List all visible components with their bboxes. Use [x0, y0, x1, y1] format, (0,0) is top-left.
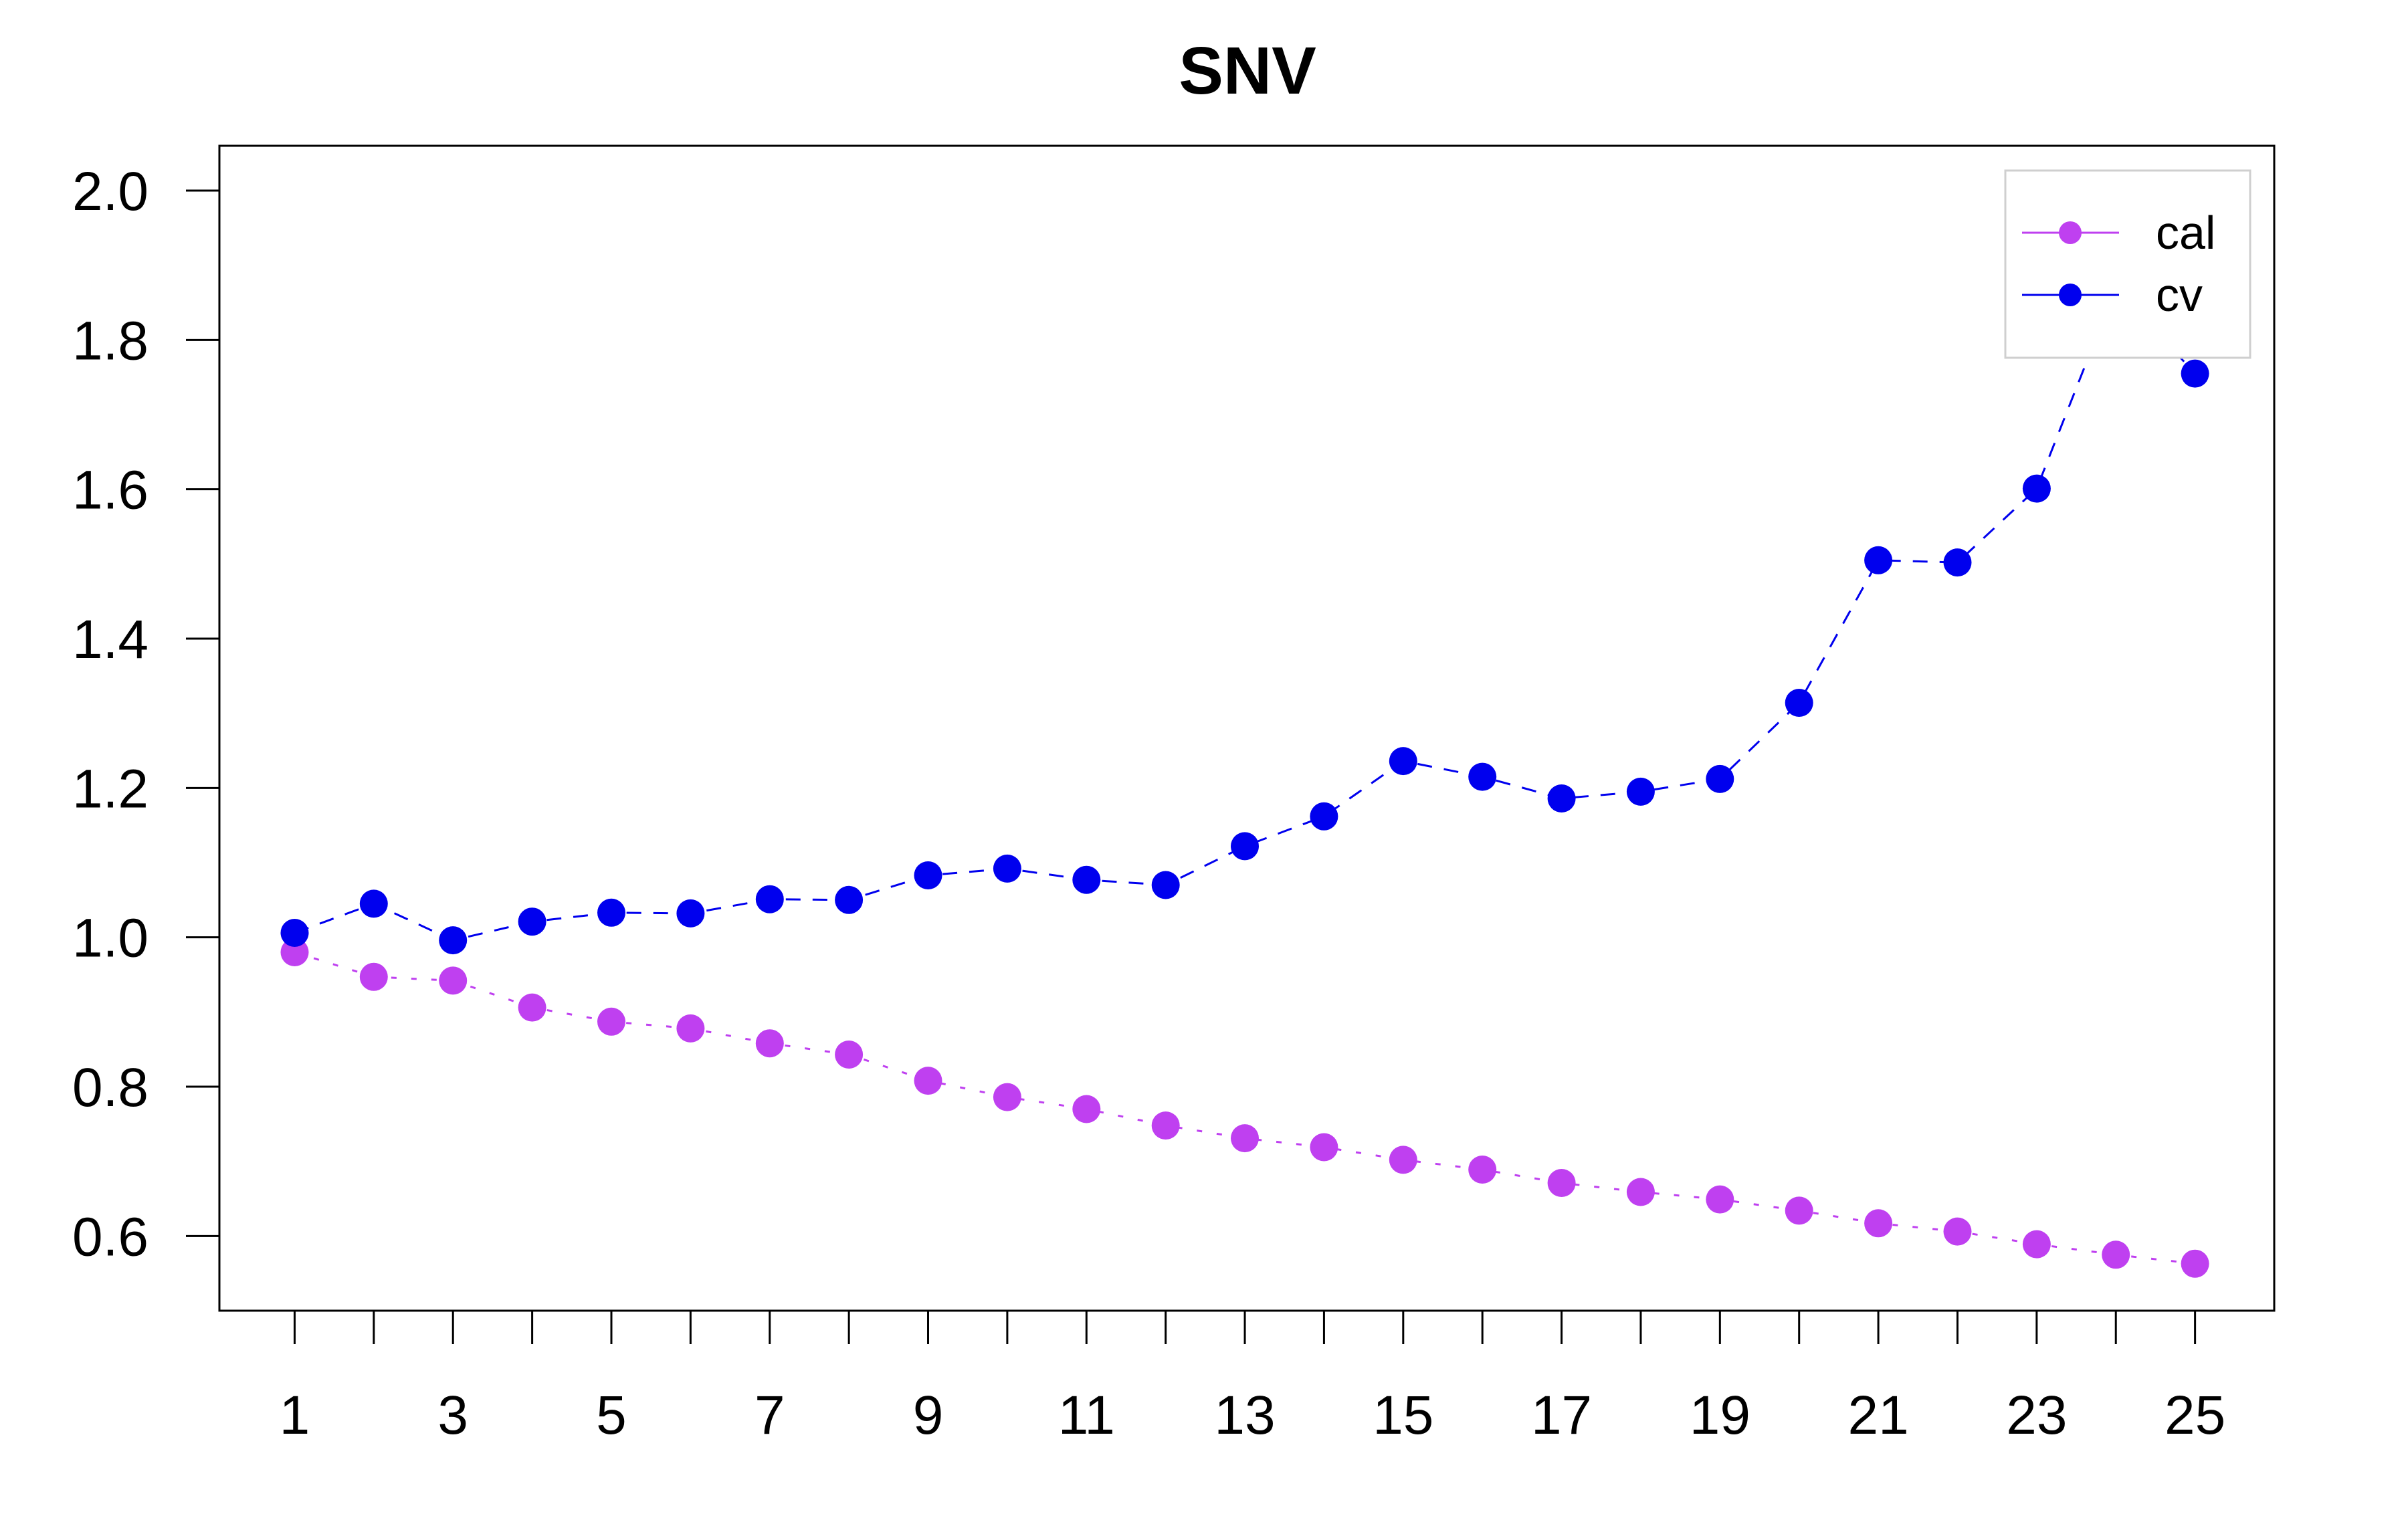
- data-point-cal-14: [1310, 1133, 1338, 1162]
- data-point-cv-25: [2181, 359, 2209, 388]
- data-point-cal-24: [2102, 1240, 2130, 1269]
- legend: cal cv: [2004, 169, 2251, 359]
- x-tick-label-23: 23: [2006, 1385, 2067, 1446]
- data-point-cv-14: [1310, 802, 1338, 831]
- data-point-cal-15: [1389, 1146, 1417, 1174]
- data-point-cv-7: [755, 885, 784, 913]
- data-point-cal-23: [2022, 1230, 2051, 1259]
- data-point-cv-18: [1626, 777, 1655, 806]
- x-tick-label-5: 5: [596, 1385, 627, 1446]
- data-point-cv-3: [439, 926, 468, 955]
- plot-area: [218, 144, 2276, 1312]
- y-tick-label-2.0: 2.0: [72, 161, 148, 222]
- data-point-cal-12: [1151, 1111, 1180, 1140]
- data-point-cv-12: [1151, 871, 1180, 899]
- x-tick-label-7: 7: [755, 1385, 785, 1446]
- data-point-cal-2: [359, 962, 388, 991]
- data-point-cal-25: [2181, 1249, 2209, 1278]
- data-point-cv-11: [1072, 865, 1101, 894]
- x-tick-label-3: 3: [437, 1385, 468, 1446]
- data-point-cal-16: [1468, 1156, 1497, 1184]
- data-point-cv-10: [993, 854, 1021, 883]
- data-point-cv-21: [1864, 546, 1893, 574]
- data-point-cv-2: [359, 889, 388, 918]
- x-tick-label-25: 25: [2165, 1385, 2225, 1446]
- data-point-cv-6: [676, 899, 705, 928]
- data-point-cal-17: [1547, 1169, 1576, 1197]
- y-tick-label-0.8: 0.8: [72, 1057, 148, 1118]
- data-point-cv-9: [914, 861, 942, 889]
- data-point-cv-17: [1547, 784, 1576, 812]
- data-point-cv-20: [1785, 689, 1813, 717]
- data-point-cv-19: [1706, 764, 1734, 793]
- data-point-cal-21: [1864, 1209, 1893, 1238]
- legend-box: [2004, 169, 2251, 359]
- data-point-cal-10: [993, 1083, 1021, 1111]
- chart-title: SNV: [1179, 33, 1316, 108]
- y-tick-label-1.2: 1.2: [72, 758, 148, 819]
- x-tick-label-21: 21: [1847, 1385, 1908, 1446]
- y-tick-label-1.8: 1.8: [72, 310, 148, 371]
- legend-marker-cal: [2059, 221, 2082, 244]
- data-point-cv-16: [1468, 762, 1497, 791]
- data-point-cv-4: [518, 907, 546, 936]
- x-tick-label-17: 17: [1531, 1385, 1592, 1446]
- data-point-cal-3: [439, 966, 468, 995]
- x-tick-label-19: 19: [1690, 1385, 1750, 1446]
- data-point-cal-22: [1943, 1217, 1972, 1246]
- axes: 1 3 5 7 9 11 13 15 17 19 21 23 250.60.81.01.21.41.61…: [72, 161, 2225, 1446]
- data-point-cal-4: [518, 993, 546, 1022]
- y-tick-label-1.6: 1.6: [72, 460, 148, 521]
- data-point-cal-8: [835, 1041, 864, 1069]
- data-point-cal-7: [755, 1029, 784, 1058]
- data-point-cal-13: [1231, 1124, 1259, 1153]
- data-point-cal-9: [914, 1067, 942, 1095]
- y-tick-label-1.0: 1.0: [72, 908, 148, 969]
- series-line-cal: [294, 951, 2195, 1265]
- y-tick-label-1.4: 1.4: [72, 609, 148, 670]
- data-point-cal-18: [1626, 1178, 1655, 1206]
- data-point-cv-23: [2022, 474, 2051, 503]
- data-point-cal-5: [597, 1007, 625, 1036]
- legend-marker-cv: [2059, 284, 2082, 306]
- x-tick-label-15: 15: [1373, 1385, 1433, 1446]
- data-point-cv-13: [1231, 832, 1259, 861]
- y-tick-label-0.6: 0.6: [72, 1206, 148, 1267]
- data-point-cal-6: [676, 1014, 705, 1043]
- legend-label-cv: cv: [2156, 269, 2203, 321]
- x-tick-label-13: 13: [1214, 1385, 1275, 1446]
- data-point-cal-19: [1706, 1185, 1734, 1214]
- data-point-cal-20: [1785, 1196, 1813, 1225]
- x-tick-label-11: 11: [1058, 1385, 1115, 1446]
- legend-label-cal: cal: [2156, 207, 2215, 259]
- data-point-cv-15: [1389, 747, 1417, 776]
- data-point-cv-5: [597, 898, 625, 927]
- data-point-cv-22: [1943, 548, 1972, 577]
- x-tick-label-9: 9: [913, 1385, 944, 1446]
- data-point-cv-1: [280, 919, 309, 947]
- x-tick-label-1: 1: [280, 1385, 310, 1446]
- data-point-cal-11: [1072, 1095, 1101, 1123]
- data-point-cv-8: [835, 885, 864, 914]
- data-point-cal-1: [280, 938, 309, 966]
